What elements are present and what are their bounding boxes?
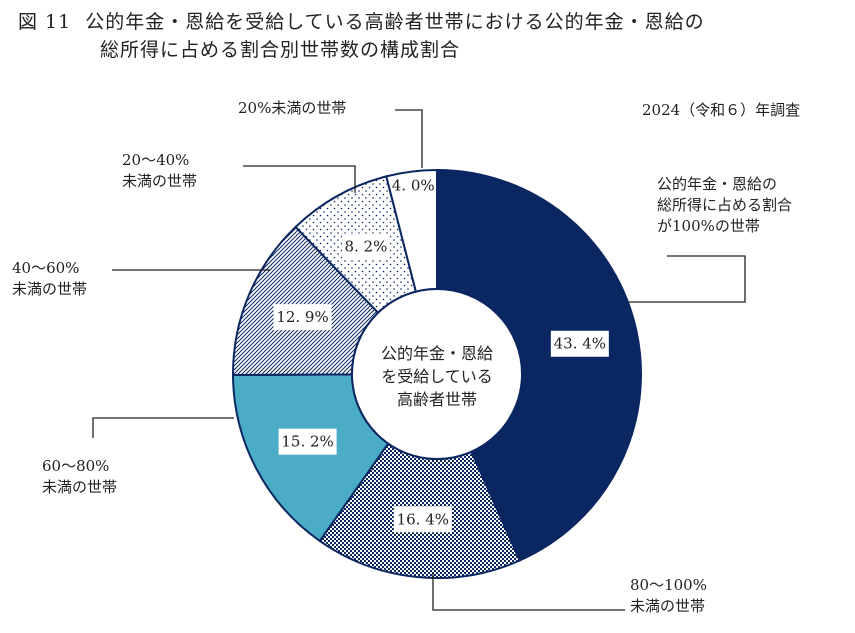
leader-lines — [92, 109, 746, 611]
data-label-text: 12. 9% — [276, 308, 328, 326]
data-label-text: 16. 4% — [397, 510, 449, 528]
data-label-bg — [550, 330, 609, 357]
leader-line-100 — [628, 255, 746, 303]
leader-line-60-80 — [92, 417, 234, 438]
data-label-bg — [393, 506, 452, 533]
data-label-text: 43. 4% — [554, 335, 606, 353]
legend-40-60: 40～60% 未満の世帯 — [12, 259, 88, 298]
data-label-0: 43. 4% — [550, 330, 609, 357]
donut-hole — [351, 288, 523, 460]
data-label-4: 8. 2% — [341, 233, 390, 260]
title-line-1: 公的年金・恩給を受給している高齢者世帯における公的年金・恩給の — [85, 11, 705, 33]
legend-80-100: 80～100% 未満の世帯 — [630, 576, 707, 615]
data-label-1: 16. 4% — [393, 506, 452, 533]
leader-line-20-40 — [243, 165, 356, 193]
leader-line-80-100 — [432, 572, 625, 611]
leader-line-under20 — [395, 109, 423, 168]
title-line-2: 総所得に占める割合別世帯数の構成割合 — [100, 39, 461, 61]
survey-note: 2024（令和６）年調査 — [642, 101, 801, 119]
center-label: 公的年金・恩給 を受給している 高齢者世帯 — [380, 344, 493, 409]
data-label-3: 12. 9% — [273, 304, 332, 331]
legend-under20: 20%未満の世帯 — [238, 99, 347, 117]
data-label-2: 15. 2% — [278, 428, 337, 455]
data-label-5: 4. 0% — [392, 176, 435, 194]
legend-100: 公的年金・恩給の 総所得に占める割合 が100%の世帯 — [657, 175, 793, 235]
legend-60-80: 60～80% 未満の世帯 — [42, 457, 118, 496]
data-label-bg — [273, 304, 332, 331]
data-label-text: 15. 2% — [281, 433, 333, 451]
legend-20-40: 20～40% 未満の世帯 — [122, 151, 198, 190]
figure-title: 図 11 公的年金・恩給を受給している高齢者世帯における公的年金・恩給の 総所得に… — [18, 8, 705, 64]
data-label-bg — [278, 428, 337, 455]
figure-number: 図 11 — [18, 11, 72, 33]
data-label-bg — [341, 233, 390, 260]
data-label-text: 8. 2% — [344, 237, 387, 255]
data-label-text: 4. 0% — [392, 176, 435, 194]
